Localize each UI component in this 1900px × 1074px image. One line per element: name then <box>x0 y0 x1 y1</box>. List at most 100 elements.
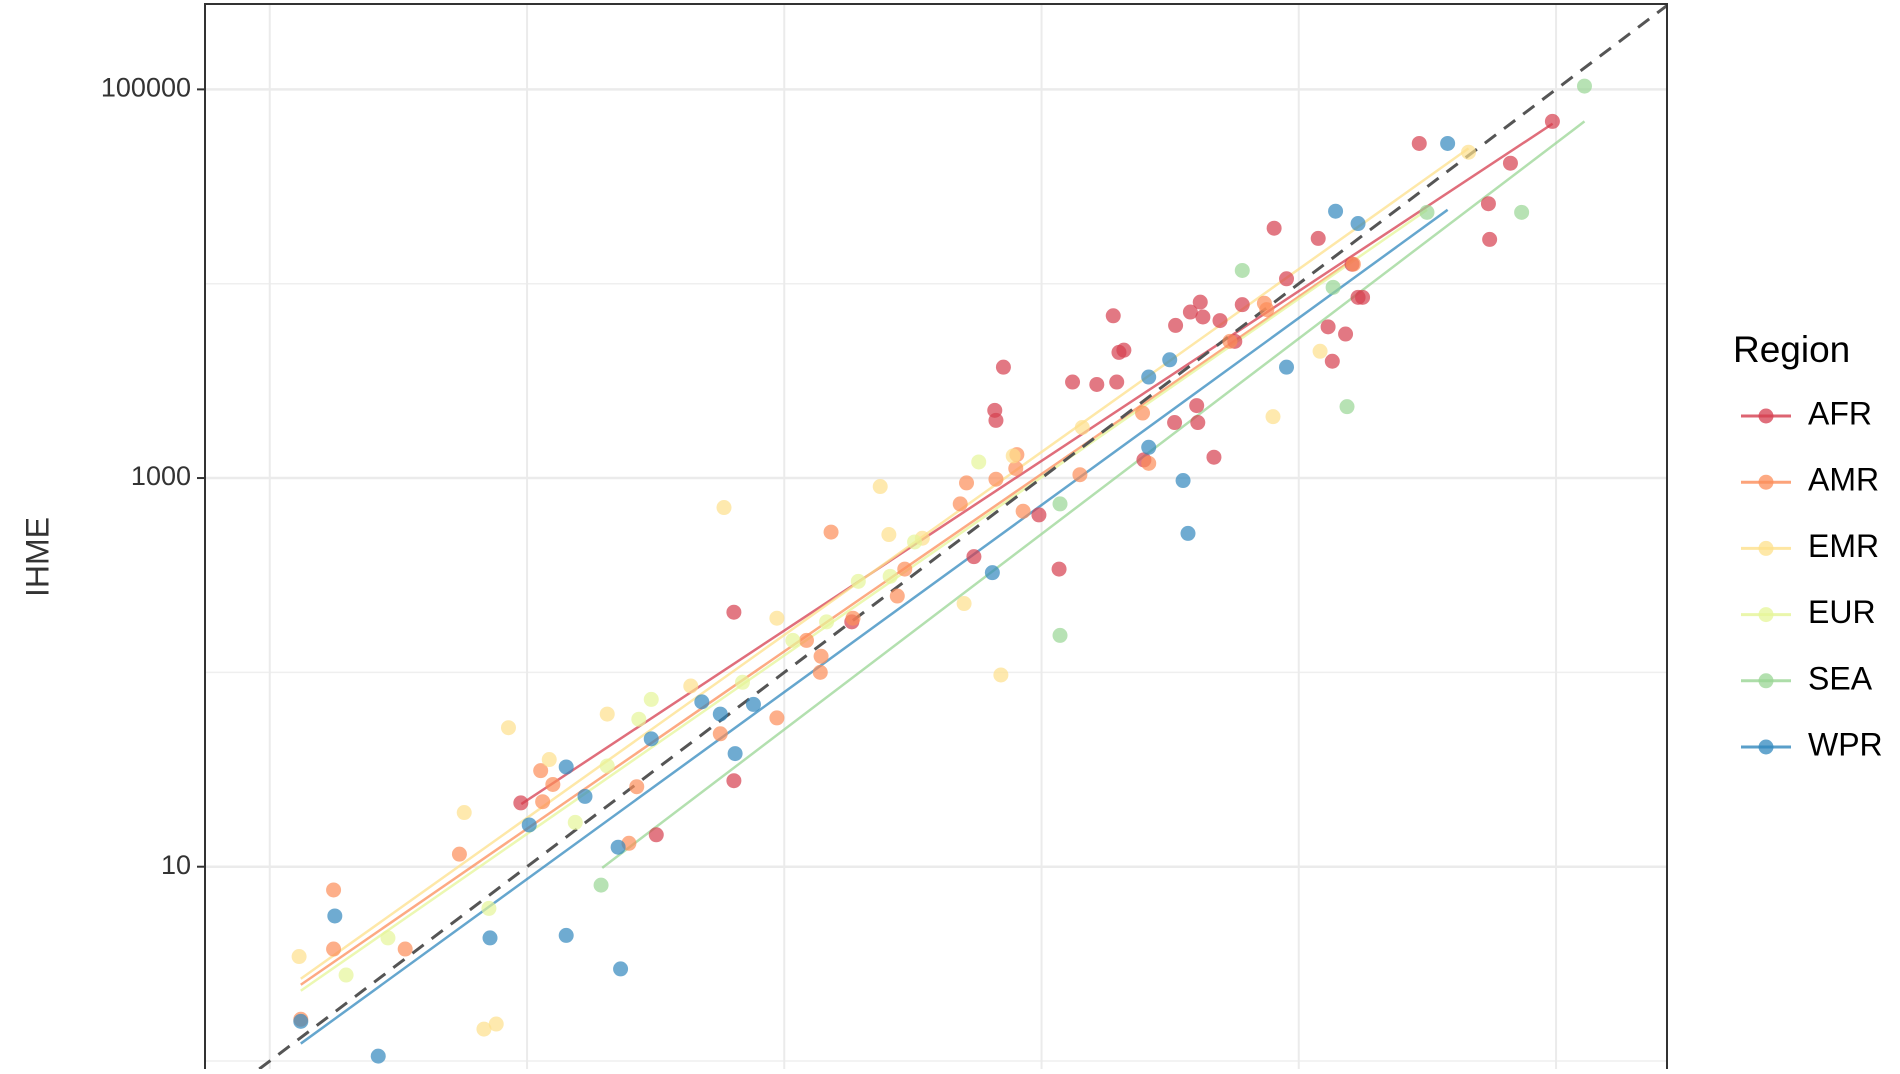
legend-title: Region <box>1733 329 1850 370</box>
point <box>1265 409 1281 425</box>
point <box>712 706 728 722</box>
legend-dot <box>1758 540 1774 556</box>
point <box>513 795 529 811</box>
point <box>907 534 923 550</box>
point <box>1345 256 1361 272</box>
point <box>1461 144 1477 160</box>
point <box>959 475 975 491</box>
point <box>1480 196 1496 212</box>
point <box>599 758 615 774</box>
legend-label: EUR <box>1808 594 1876 630</box>
point <box>521 817 537 833</box>
point <box>1338 326 1354 342</box>
point <box>1544 113 1560 129</box>
point <box>533 763 549 779</box>
legend-label: SEA <box>1808 660 1873 696</box>
grid <box>205 4 1667 1069</box>
point <box>1189 398 1205 414</box>
point <box>456 805 472 821</box>
point <box>1502 155 1518 171</box>
point <box>966 549 982 565</box>
point <box>643 731 659 747</box>
point <box>558 759 574 775</box>
legend-dot <box>1758 673 1774 689</box>
point <box>326 941 342 957</box>
point <box>1192 294 1208 310</box>
point <box>694 694 710 710</box>
point <box>610 839 626 855</box>
point <box>882 568 898 584</box>
plot-border <box>204 3 1668 1074</box>
point <box>327 908 343 924</box>
point <box>1279 271 1295 287</box>
point <box>1279 359 1295 375</box>
point <box>1514 204 1530 220</box>
point <box>1052 496 1068 512</box>
point <box>1350 289 1366 305</box>
point <box>1259 302 1275 318</box>
point <box>1482 231 1498 247</box>
point <box>1162 352 1178 368</box>
point <box>995 359 1011 375</box>
point <box>845 610 861 626</box>
point <box>850 573 866 589</box>
legend-dot <box>1758 474 1774 490</box>
point <box>952 496 968 512</box>
point <box>1141 369 1157 385</box>
point <box>716 500 732 516</box>
point <box>1310 230 1326 246</box>
point <box>558 927 574 943</box>
point <box>1206 449 1222 465</box>
point <box>541 752 557 768</box>
point <box>1065 374 1081 390</box>
point <box>769 710 785 726</box>
point <box>956 596 972 612</box>
point <box>1175 473 1191 489</box>
point <box>643 691 659 707</box>
point <box>993 667 1009 683</box>
point <box>380 930 396 946</box>
point <box>1266 220 1282 236</box>
point <box>1195 309 1211 325</box>
point <box>1105 308 1121 324</box>
point <box>1419 204 1435 220</box>
point <box>769 610 785 626</box>
legend-label: EMR <box>1808 528 1879 564</box>
point <box>1015 503 1031 519</box>
point <box>1182 304 1198 320</box>
point <box>593 877 609 893</box>
point <box>599 706 615 722</box>
point <box>1320 319 1336 335</box>
point <box>1576 78 1592 94</box>
point <box>1350 216 1366 232</box>
point <box>1411 135 1427 151</box>
point <box>1312 343 1328 359</box>
point <box>1089 376 1105 392</box>
point <box>629 779 645 795</box>
point <box>338 967 354 983</box>
point <box>1168 317 1184 333</box>
point <box>1074 420 1090 436</box>
point <box>481 900 497 916</box>
point <box>397 941 413 957</box>
point <box>293 1013 309 1029</box>
point <box>734 674 750 690</box>
y-tick-label: 10 <box>161 850 191 880</box>
point <box>971 454 987 470</box>
point <box>798 632 814 648</box>
point <box>482 930 498 946</box>
point <box>1234 262 1250 278</box>
point <box>1234 297 1250 313</box>
point <box>872 479 888 495</box>
marks <box>258 4 1667 1069</box>
point <box>451 846 467 862</box>
fit-line <box>300 147 1470 980</box>
point <box>823 524 839 540</box>
point <box>1180 525 1196 541</box>
point <box>813 648 829 664</box>
point <box>1072 467 1088 483</box>
point <box>1167 415 1183 431</box>
point <box>613 961 629 977</box>
point <box>1339 399 1355 415</box>
